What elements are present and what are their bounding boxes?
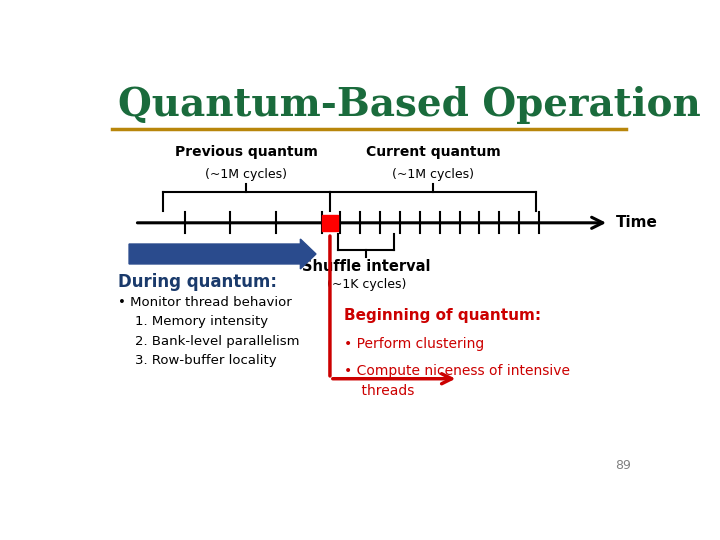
Text: During quantum:: During quantum:: [118, 273, 277, 291]
FancyArrow shape: [129, 239, 316, 269]
Text: • Compute niceness of intensive
    threads: • Compute niceness of intensive threads: [344, 364, 570, 397]
Text: • Perform clustering: • Perform clustering: [344, 337, 484, 351]
Text: Time: Time: [616, 215, 657, 230]
Text: 89: 89: [616, 460, 631, 472]
Text: (~1K cycles): (~1K cycles): [327, 278, 406, 291]
Text: • Monitor thread behavior
    1. Memory intensity
    2. Bank-level parallelism
: • Monitor thread behavior 1. Memory inte…: [118, 295, 300, 367]
Text: Shuffle interval: Shuffle interval: [302, 259, 431, 274]
Text: (~1M cycles): (~1M cycles): [392, 168, 474, 181]
Text: Previous quantum: Previous quantum: [175, 145, 318, 159]
Text: Current quantum: Current quantum: [366, 145, 500, 159]
Text: Beginning of quantum:: Beginning of quantum:: [344, 308, 541, 323]
Text: (~1M cycles): (~1M cycles): [205, 168, 287, 181]
Text: Quantum-Based Operation: Quantum-Based Operation: [118, 85, 701, 124]
